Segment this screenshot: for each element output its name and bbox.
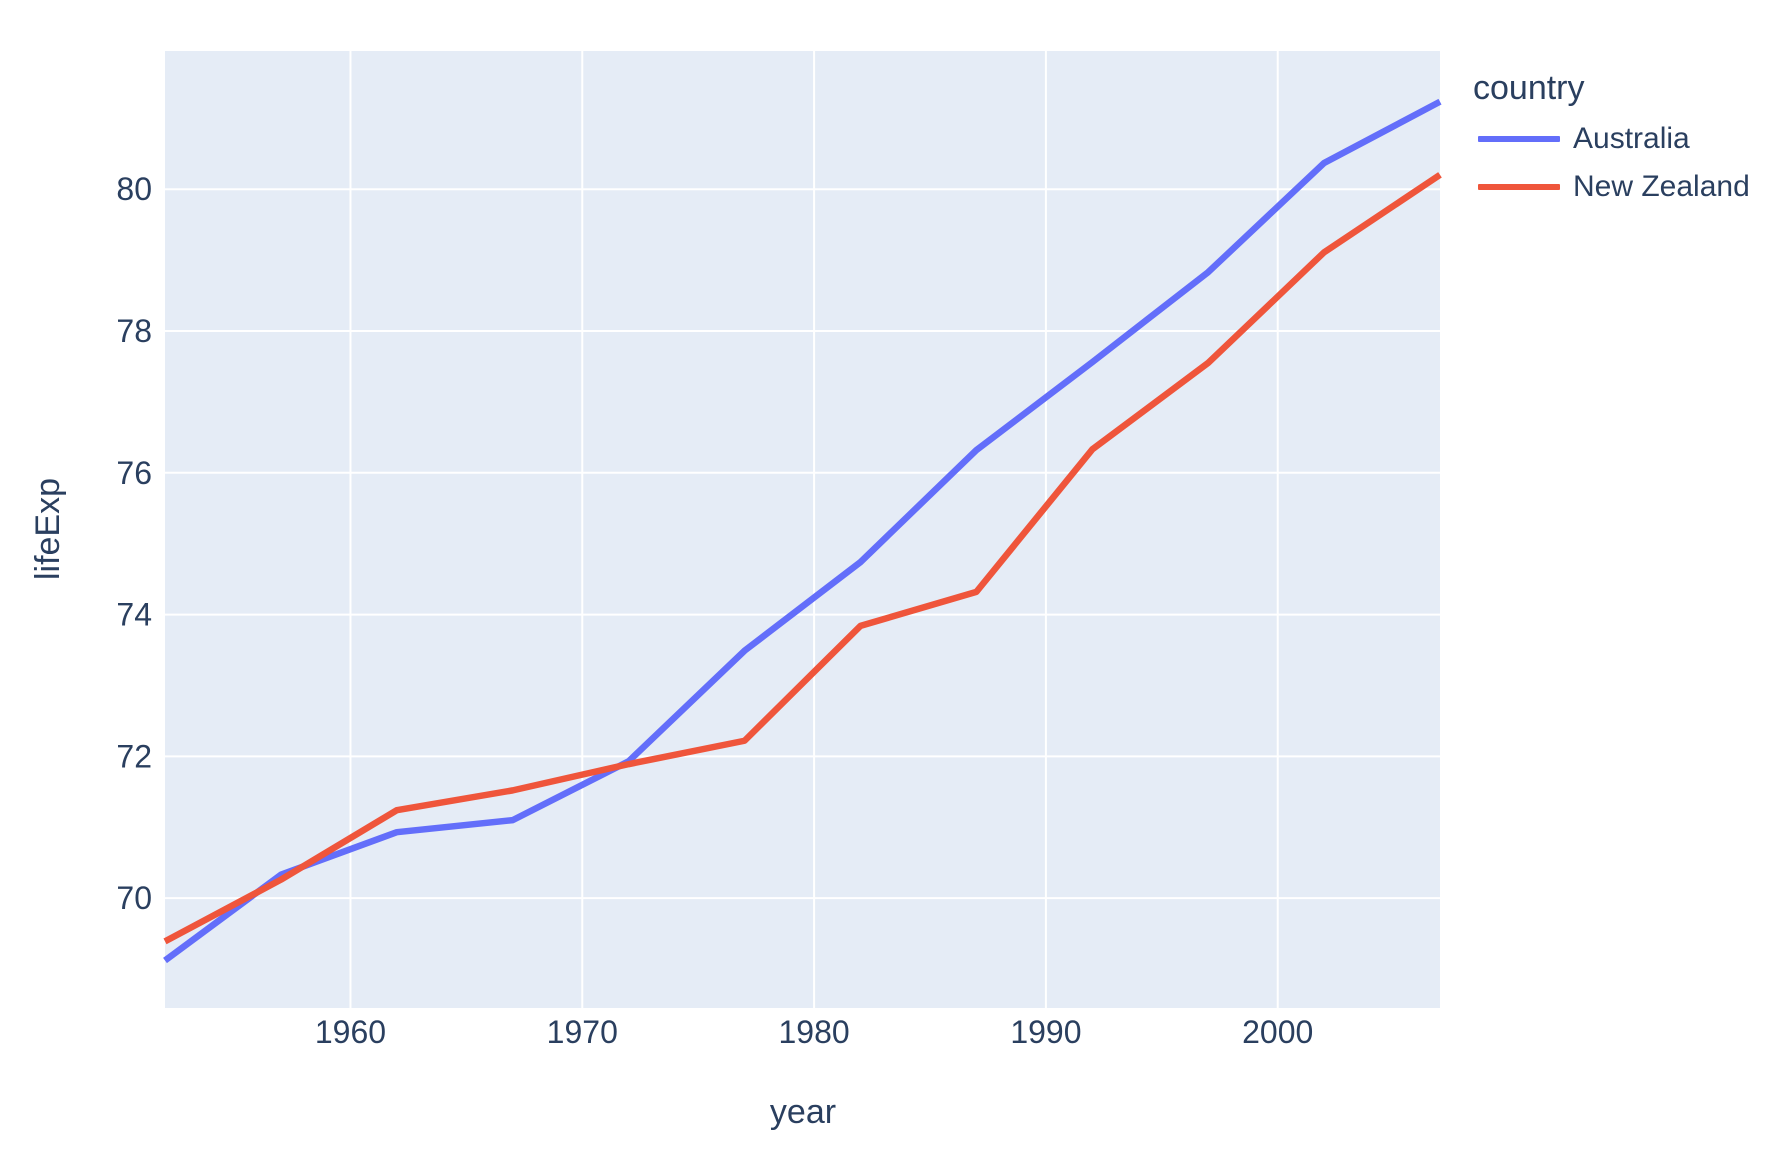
legend: country Australia New Zealand bbox=[1473, 69, 1750, 211]
y-tick-label: 78 bbox=[116, 313, 152, 349]
legend-item-australia[interactable]: Australia bbox=[1478, 115, 1750, 163]
legend-item-label: New Zealand bbox=[1573, 170, 1750, 204]
x-tick-label: 2000 bbox=[1242, 1014, 1313, 1050]
y-tick-label: 76 bbox=[116, 455, 152, 491]
y-tick-label: 70 bbox=[116, 880, 152, 916]
y-tick-label: 74 bbox=[116, 597, 152, 633]
legend-item-new-zealand[interactable]: New Zealand bbox=[1478, 163, 1750, 211]
series-line-new-zealand[interactable] bbox=[163, 172, 1442, 945]
plot-area[interactable] bbox=[165, 51, 1440, 1008]
legend-item-label: Australia bbox=[1573, 122, 1690, 156]
x-tick-label: 1990 bbox=[1010, 1014, 1081, 1050]
x-tick-label: 1960 bbox=[315, 1014, 386, 1050]
series-line-australia[interactable] bbox=[163, 98, 1442, 964]
x-axis-title: year bbox=[769, 1093, 837, 1131]
legend-line-swatch-icon bbox=[1478, 184, 1560, 191]
y-axis-title: lifeExp bbox=[29, 477, 67, 581]
legend-title: country bbox=[1473, 69, 1585, 107]
x-tick-label: 1980 bbox=[778, 1014, 849, 1050]
y-tick-label: 72 bbox=[116, 738, 152, 774]
legend-line-swatch-icon bbox=[1478, 136, 1560, 143]
y-tick-label: 80 bbox=[116, 171, 152, 207]
x-tick-label: 1970 bbox=[547, 1014, 618, 1050]
